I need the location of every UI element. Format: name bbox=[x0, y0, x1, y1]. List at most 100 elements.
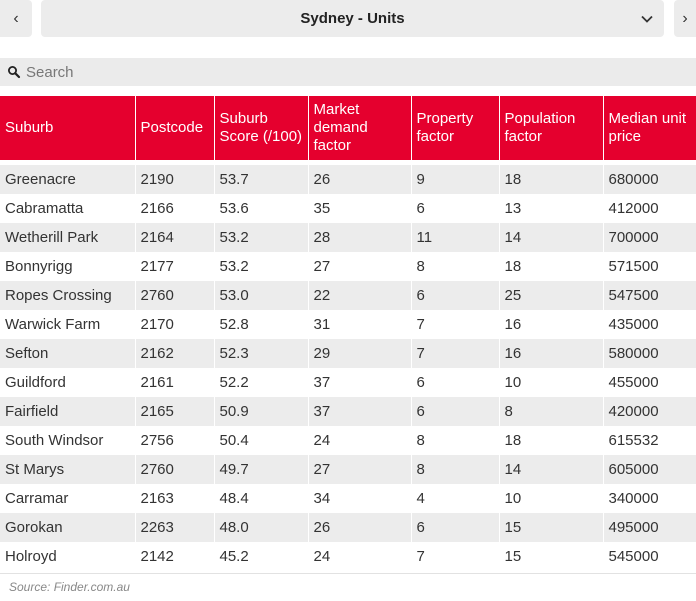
table-cell: 340000 bbox=[603, 484, 696, 513]
table-cell: 13 bbox=[499, 194, 604, 223]
table-cell: 50.9 bbox=[214, 397, 309, 426]
table-cell: 35 bbox=[308, 194, 412, 223]
table-cell: 49.7 bbox=[214, 455, 309, 484]
table-cell: 34 bbox=[308, 484, 412, 513]
table-cell: 2177 bbox=[135, 252, 215, 281]
dataset-select-label: Sydney - Units bbox=[300, 10, 405, 27]
table-cell: 412000 bbox=[603, 194, 696, 223]
table-cell: 52.3 bbox=[214, 339, 309, 368]
table-row: Wetherill Park 2164 53.2 28 11 14 700000 bbox=[0, 223, 696, 252]
table-cell: 29 bbox=[308, 339, 412, 368]
table-cell: 8 bbox=[411, 426, 500, 455]
table-cell: Cabramatta bbox=[0, 194, 136, 223]
table-cell: 6 bbox=[411, 513, 500, 542]
table-cell: Gorokan bbox=[0, 513, 136, 542]
table-cell: 2165 bbox=[135, 397, 215, 426]
table-cell: 2170 bbox=[135, 310, 215, 339]
column-header[interactable]: Median unit price bbox=[603, 96, 696, 160]
table-cell: Holroyd bbox=[0, 542, 136, 571]
table-cell: 53.7 bbox=[214, 165, 309, 194]
table-cell: 10 bbox=[499, 368, 604, 397]
column-header[interactable]: Population factor bbox=[499, 96, 604, 160]
table-cell: 2166 bbox=[135, 194, 215, 223]
table-cell: 31 bbox=[308, 310, 412, 339]
column-header[interactable]: Suburb bbox=[0, 96, 136, 160]
column-header[interactable]: Postcode bbox=[135, 96, 215, 160]
table-cell: 2163 bbox=[135, 484, 215, 513]
table-cell: 7 bbox=[411, 339, 500, 368]
table-cell: 18 bbox=[499, 252, 604, 281]
table-cell: 50.4 bbox=[214, 426, 309, 455]
table-cell: 27 bbox=[308, 455, 412, 484]
column-header[interactable]: Property factor bbox=[411, 96, 500, 160]
table-cell: 615532 bbox=[603, 426, 696, 455]
previous-button[interactable]: ‹ bbox=[0, 0, 32, 37]
table-cell: 680000 bbox=[603, 165, 696, 194]
table-cell: 7 bbox=[411, 310, 500, 339]
table-row: Carramar 2163 48.4 34 4 10 340000 bbox=[0, 484, 696, 513]
table-row: Guildford 2161 52.2 37 6 10 455000 bbox=[0, 368, 696, 397]
table-cell: 53.2 bbox=[214, 223, 309, 252]
table-cell: 495000 bbox=[603, 513, 696, 542]
table-cell: 24 bbox=[308, 426, 412, 455]
table-cell: Guildford bbox=[0, 368, 136, 397]
table-row: Fairfield 2165 50.9 37 6 8 420000 bbox=[0, 397, 696, 426]
table-cell: 10 bbox=[499, 484, 604, 513]
table-cell: 14 bbox=[499, 223, 604, 252]
table-cell: 435000 bbox=[603, 310, 696, 339]
table-cell: 8 bbox=[499, 397, 604, 426]
table-cell: 2760 bbox=[135, 281, 215, 310]
table-cell: 700000 bbox=[603, 223, 696, 252]
table-header-row: Suburb Postcode Suburb Score (/100) Mark… bbox=[0, 96, 696, 160]
table-cell: Warwick Farm bbox=[0, 310, 136, 339]
table-cell: 6 bbox=[411, 397, 500, 426]
table-cell: Bonnyrigg bbox=[0, 252, 136, 281]
table-cell: Ropes Crossing bbox=[0, 281, 136, 310]
table-cell: 52.2 bbox=[214, 368, 309, 397]
table-cell: 6 bbox=[411, 281, 500, 310]
table-cell: 37 bbox=[308, 368, 412, 397]
table-cell: 9 bbox=[411, 165, 500, 194]
table-cell: Greenacre bbox=[0, 165, 136, 194]
table-cell: 2162 bbox=[135, 339, 215, 368]
table-cell: 53.0 bbox=[214, 281, 309, 310]
table-cell: 27 bbox=[308, 252, 412, 281]
table-cell: 48.0 bbox=[214, 513, 309, 542]
table-cell: 605000 bbox=[603, 455, 696, 484]
table-cell: 2760 bbox=[135, 455, 215, 484]
table-row: Gorokan 2263 48.0 26 6 15 495000 bbox=[0, 513, 696, 542]
table-row: Cabramatta 2166 53.6 35 6 13 412000 bbox=[0, 194, 696, 223]
table-cell: 2263 bbox=[135, 513, 215, 542]
table-cell: 6 bbox=[411, 368, 500, 397]
table-cell: 2142 bbox=[135, 542, 215, 571]
table-cell: 4 bbox=[411, 484, 500, 513]
table-cell: 547500 bbox=[603, 281, 696, 310]
table-row: Holroyd 2142 45.2 24 7 15 545000 bbox=[0, 542, 696, 571]
table-cell: 580000 bbox=[603, 339, 696, 368]
table-cell: 455000 bbox=[603, 368, 696, 397]
table-cell: 52.8 bbox=[214, 310, 309, 339]
table-cell: 25 bbox=[499, 281, 604, 310]
table-cell: Wetherill Park bbox=[0, 223, 136, 252]
table-cell: 571500 bbox=[603, 252, 696, 281]
table-cell: 6 bbox=[411, 194, 500, 223]
column-header[interactable]: Suburb Score (/100) bbox=[214, 96, 309, 160]
table-row: St Marys 2760 49.7 27 8 14 605000 bbox=[0, 455, 696, 484]
table-cell: 2190 bbox=[135, 165, 215, 194]
table-cell: 7 bbox=[411, 542, 500, 571]
column-header[interactable]: Market demand factor bbox=[308, 96, 412, 160]
table-cell: 2164 bbox=[135, 223, 215, 252]
chevron-left-icon: ‹ bbox=[13, 9, 19, 27]
next-button[interactable]: › bbox=[674, 0, 696, 37]
table-row: Ropes Crossing 2760 53.0 22 6 25 547500 bbox=[0, 281, 696, 310]
table-cell: 420000 bbox=[603, 397, 696, 426]
table-cell: 16 bbox=[499, 310, 604, 339]
table-row: South Windsor 2756 50.4 24 8 18 615532 bbox=[0, 426, 696, 455]
table-cell: 22 bbox=[308, 281, 412, 310]
table-cell: St Marys bbox=[0, 455, 136, 484]
table-cell: 37 bbox=[308, 397, 412, 426]
dataset-select[interactable]: Sydney - Units bbox=[41, 0, 664, 37]
table-cell: South Windsor bbox=[0, 426, 136, 455]
search-input[interactable] bbox=[26, 59, 676, 85]
table-row: Warwick Farm 2170 52.8 31 7 16 435000 bbox=[0, 310, 696, 339]
